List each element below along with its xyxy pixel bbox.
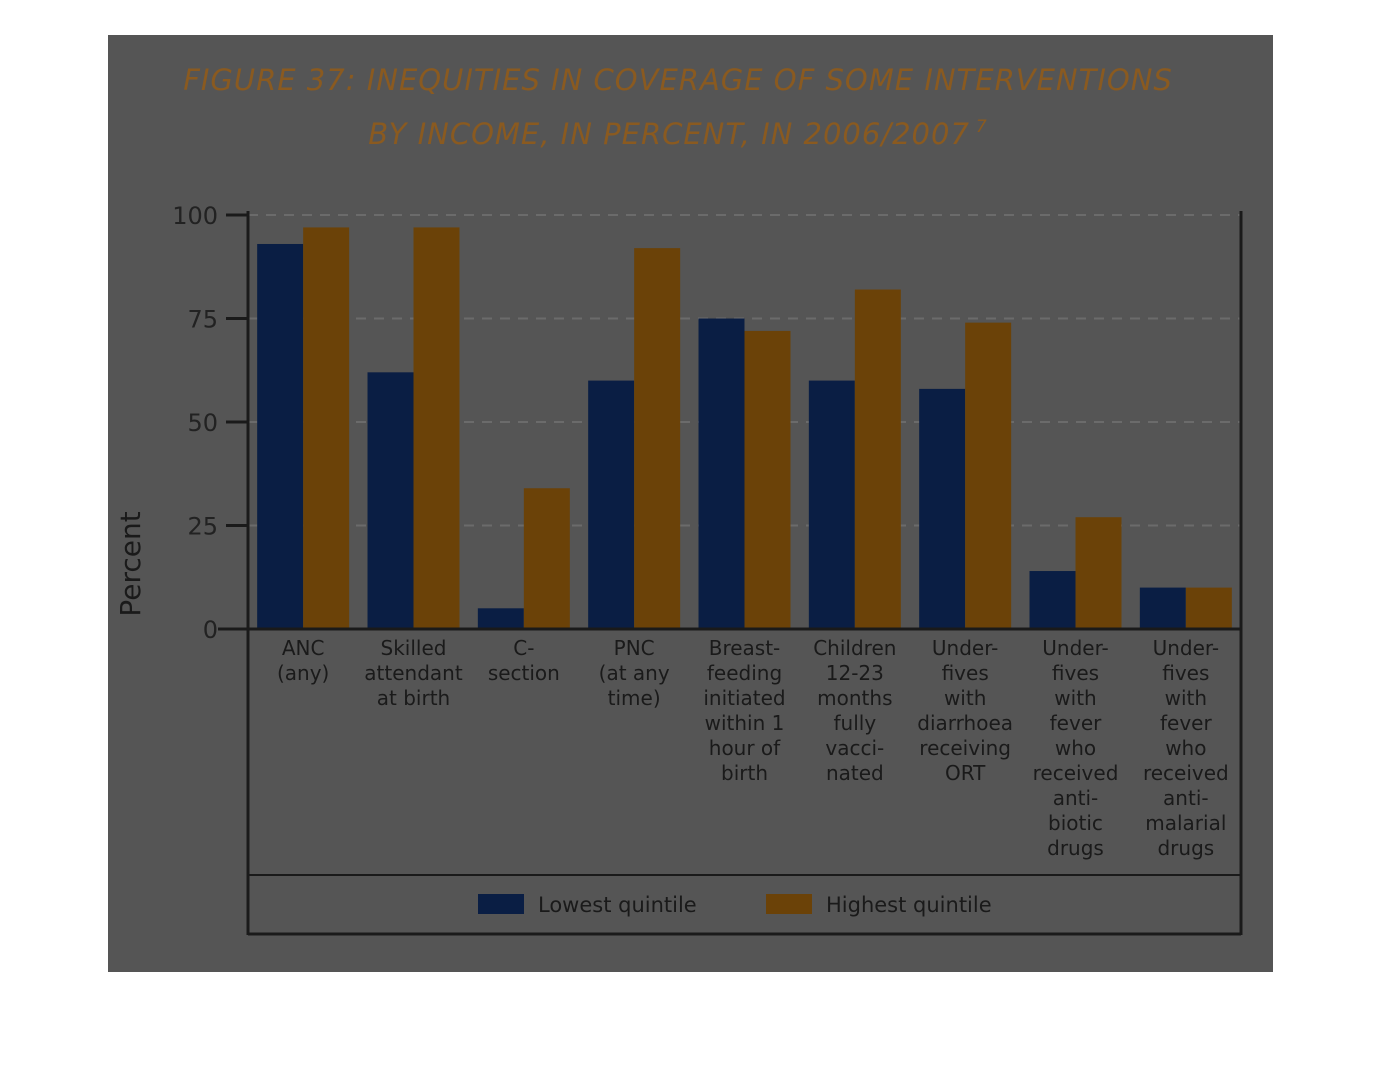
x-tick-label-line: who bbox=[1165, 736, 1206, 760]
figure-panel: FIGURE 37: INEQUITIES IN COVERAGE OF SOM… bbox=[108, 35, 1273, 972]
y-axis-label: Percent bbox=[114, 511, 147, 616]
bar-chart: FIGURE 37: INEQUITIES IN COVERAGE OF SOM… bbox=[114, 63, 1243, 936]
x-tick-label: PNC (at any time) bbox=[599, 636, 670, 710]
bar-lowest-quintile bbox=[698, 318, 745, 629]
x-tick-label-line: Breast- bbox=[709, 636, 781, 660]
bar-highest-quintile bbox=[744, 330, 791, 629]
x-tick-label-line: received bbox=[1033, 761, 1119, 785]
bar-lowest-quintile bbox=[1139, 587, 1186, 629]
x-tick-label-line: drugs bbox=[1157, 836, 1214, 860]
bar-highest-quintile bbox=[965, 322, 1012, 629]
legend-swatch-highest-quintile bbox=[766, 894, 812, 914]
bar-highest-quintile bbox=[634, 248, 681, 629]
bar-lowest-quintile bbox=[367, 372, 414, 629]
bar-lowest-quintile bbox=[588, 380, 635, 629]
x-tick-label-line: received bbox=[1143, 761, 1229, 785]
title-line: BY INCOME, IN PERCENT, IN 2006/2007 7 bbox=[368, 117, 988, 151]
x-tick-label-line: section bbox=[488, 661, 560, 685]
y-tick-label: 50 bbox=[187, 409, 218, 437]
x-tick-label-line: malarial bbox=[1145, 811, 1226, 835]
bar-highest-quintile bbox=[523, 488, 570, 629]
y-tick-label: 25 bbox=[187, 513, 218, 541]
x-tick-label-line: nated bbox=[826, 761, 884, 785]
x-tick-label-line: fully bbox=[833, 711, 876, 735]
x-tick-label-line: Children bbox=[813, 636, 896, 660]
x-tick-label-line: within 1 bbox=[705, 711, 785, 735]
bar-highest-quintile bbox=[303, 227, 350, 630]
category-labels: ANC (any) Skilled attendant at birth C-sectio… bbox=[277, 636, 1229, 860]
x-tick-label-line: PNC bbox=[614, 636, 655, 660]
x-tick-label-line: Under- bbox=[1153, 636, 1219, 660]
x-tick-label-line: ORT bbox=[945, 761, 986, 785]
legend-label-lowest-quintile: Lowest quintile bbox=[538, 893, 697, 917]
x-tick-label: Under-fives with fever who received anti-mala… bbox=[1143, 636, 1229, 860]
legend: Lowest quintile Highest quintile bbox=[478, 893, 992, 917]
title-line: FIGURE 37: INEQUITIES IN COVERAGE OF SOM… bbox=[183, 63, 1173, 97]
bar-highest-quintile bbox=[854, 289, 901, 629]
x-tick-label: Breast-feeding initiated within 1 hour of bi… bbox=[703, 636, 785, 785]
x-tick-label-line: hour of bbox=[709, 736, 781, 760]
x-tick-label-line: fever bbox=[1050, 711, 1102, 735]
x-tick-label: C-section bbox=[488, 636, 560, 685]
bar-lowest-quintile bbox=[257, 243, 304, 630]
bar-highest-quintile bbox=[413, 227, 460, 630]
x-tick-label-line: biotic bbox=[1048, 811, 1103, 835]
x-tick-label-line: (any) bbox=[277, 661, 329, 685]
bar-highest-quintile bbox=[1075, 517, 1122, 629]
chart-title: FIGURE 37: INEQUITIES IN COVERAGE OF SOM… bbox=[183, 63, 1173, 151]
bar-lowest-quintile bbox=[919, 388, 966, 629]
x-tick-label-line: fives bbox=[1162, 661, 1209, 685]
x-tick-label-line: time) bbox=[608, 686, 661, 710]
y-tick-label: 75 bbox=[187, 306, 218, 334]
bar-lowest-quintile bbox=[477, 608, 524, 629]
x-tick-label-line: drugs bbox=[1047, 836, 1104, 860]
x-tick-label-line: ANC bbox=[282, 636, 325, 660]
x-tick-label: Under-fives with fever who received anti-biot… bbox=[1033, 636, 1119, 860]
x-tick-label-line: anti- bbox=[1163, 786, 1209, 810]
x-tick-label-line: at birth bbox=[377, 686, 450, 710]
y-tick-labels: 0 25 50 75 100 bbox=[172, 202, 248, 644]
x-tick-label-line: Skilled bbox=[381, 636, 447, 660]
bars bbox=[257, 227, 1232, 630]
x-tick-label-line: vacci- bbox=[825, 736, 884, 760]
x-tick-label-line: feeding bbox=[707, 661, 782, 685]
x-tick-label-line: receiving bbox=[919, 736, 1011, 760]
legend-swatch-lowest-quintile bbox=[478, 894, 524, 914]
x-tick-label: Children 12-23 months fully vacci-nated bbox=[813, 636, 896, 785]
x-tick-label-line: birth bbox=[721, 761, 768, 785]
x-tick-label-line: C- bbox=[513, 636, 534, 660]
axes bbox=[218, 211, 1243, 936]
x-tick-label-line: Under- bbox=[932, 636, 998, 660]
x-tick-label-line: with bbox=[944, 686, 986, 710]
x-tick-label-line: fives bbox=[942, 661, 989, 685]
x-tick-label-line: fives bbox=[1052, 661, 1099, 685]
x-tick-label-line: Under- bbox=[1042, 636, 1108, 660]
x-tick-label-line: (at any bbox=[599, 661, 670, 685]
x-tick-label-line: who bbox=[1055, 736, 1096, 760]
y-tick-label: 100 bbox=[172, 202, 218, 230]
x-tick-label: Under-fives with diarrhoea receiving ORT bbox=[917, 636, 1013, 785]
bar-highest-quintile bbox=[1185, 587, 1232, 629]
x-tick-label-line: months bbox=[817, 686, 892, 710]
bar-lowest-quintile bbox=[1029, 571, 1076, 629]
x-tick-label-line: with bbox=[1054, 686, 1096, 710]
x-tick-label: ANC (any) bbox=[277, 636, 329, 685]
x-tick-label-line: fever bbox=[1160, 711, 1212, 735]
x-tick-label-line: with bbox=[1165, 686, 1207, 710]
legend-label-highest-quintile: Highest quintile bbox=[826, 893, 992, 917]
x-tick-label-line: anti- bbox=[1053, 786, 1099, 810]
x-tick-label-line: diarrhoea bbox=[917, 711, 1013, 735]
bar-lowest-quintile bbox=[808, 380, 855, 629]
x-tick-label-line: attendant bbox=[364, 661, 463, 685]
x-tick-label: Skilled attendant at birth bbox=[364, 636, 463, 710]
x-tick-label-line: initiated bbox=[703, 686, 785, 710]
y-tick-label: 0 bbox=[203, 616, 218, 644]
title-superscript: 7 bbox=[976, 117, 988, 137]
x-tick-label-line: 12-23 bbox=[826, 661, 884, 685]
